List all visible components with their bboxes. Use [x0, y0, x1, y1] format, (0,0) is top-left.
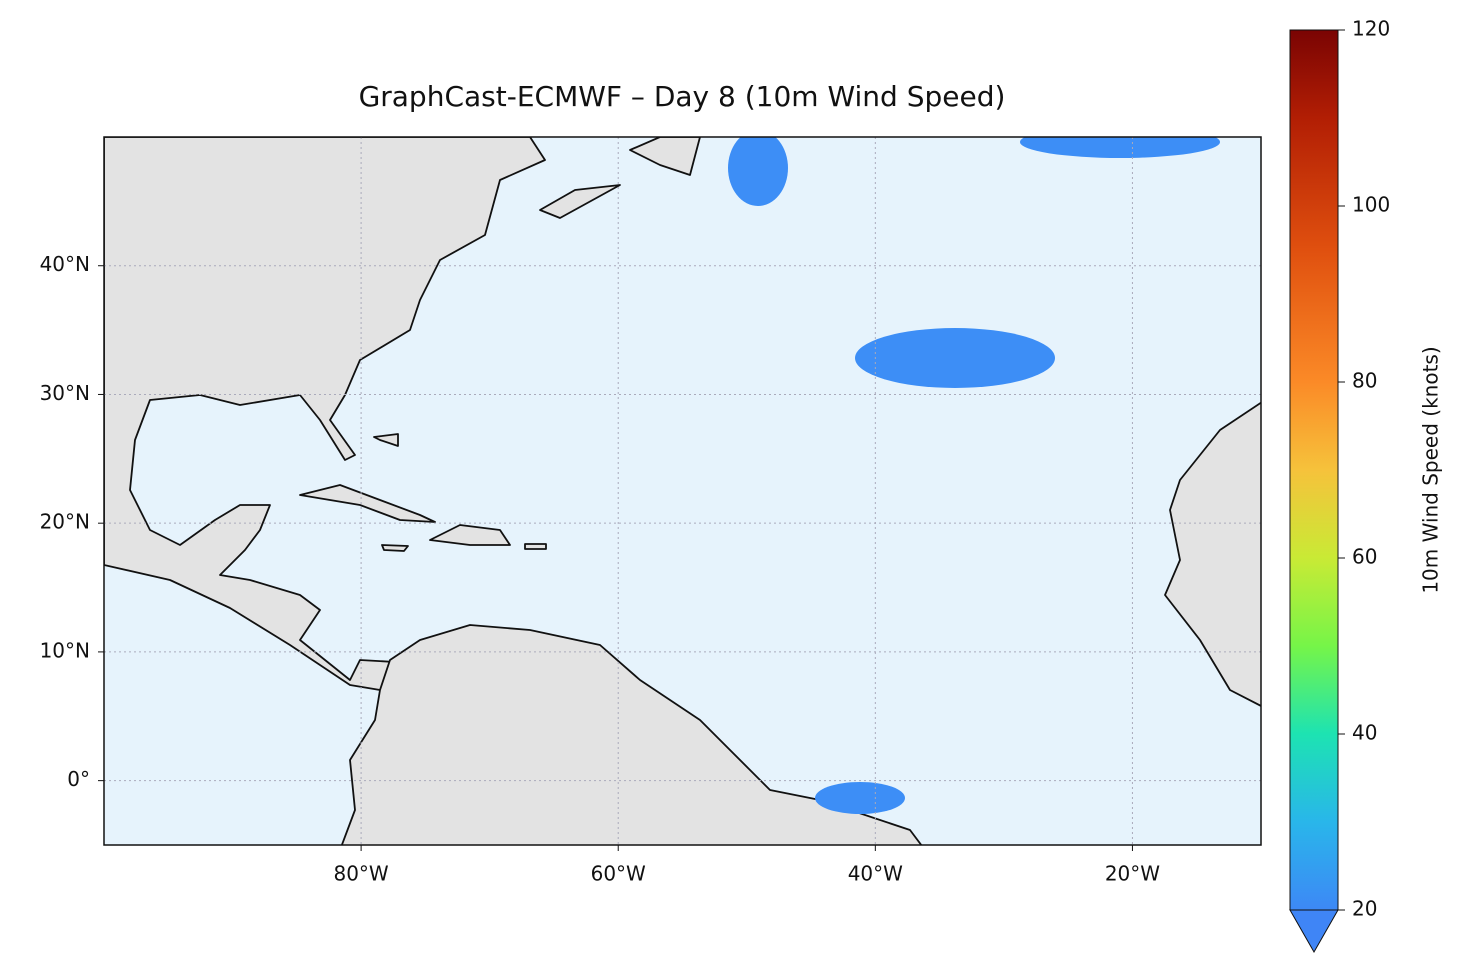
africa: [1164, 401, 1261, 707]
y-tick-label: 20°N: [40, 510, 90, 534]
y-tick-label: 30°N: [40, 381, 90, 405]
y-tick-label: 40°N: [40, 252, 90, 276]
y-tick-label: 10°N: [40, 638, 90, 662]
map-frame: [103, 136, 1262, 846]
x-tick-label: 20°W: [1105, 862, 1160, 886]
colorbar-tick-label: 120: [1352, 17, 1390, 41]
wind-area: [1020, 137, 1220, 158]
puerto-rico: [524, 543, 547, 550]
colorbar-tick-label: 20: [1352, 897, 1377, 921]
x-tick-label: 60°W: [591, 862, 646, 886]
bahamas: [373, 433, 399, 447]
cuba: [299, 484, 436, 523]
newfoundland: [629, 137, 701, 176]
hispaniola: [429, 524, 511, 546]
colorbar-tick-label: 40: [1352, 721, 1377, 745]
y-tick-label: 0°: [67, 767, 90, 791]
colorbar-extend: [1289, 909, 1339, 954]
wind-area: [728, 137, 788, 206]
map-title: GraphCast-ECMWF – Day 8 (10m Wind Speed): [359, 80, 1006, 113]
x-tick-label: 80°W: [333, 862, 388, 886]
nova-scotia: [539, 184, 621, 219]
jamaica: [381, 544, 409, 552]
colorbar: [1289, 29, 1339, 911]
wind-area: [855, 328, 1055, 388]
colorbar-tick-label: 80: [1352, 369, 1377, 393]
wind-area: [815, 782, 905, 814]
colorbar-label: 10m Wind Speed (knots): [1419, 346, 1443, 593]
colorbar-tick-label: 60: [1352, 545, 1377, 569]
x-tick-label: 40°W: [848, 862, 903, 886]
map: [104, 137, 1261, 845]
colorbar-tick-label: 100: [1352, 193, 1390, 217]
